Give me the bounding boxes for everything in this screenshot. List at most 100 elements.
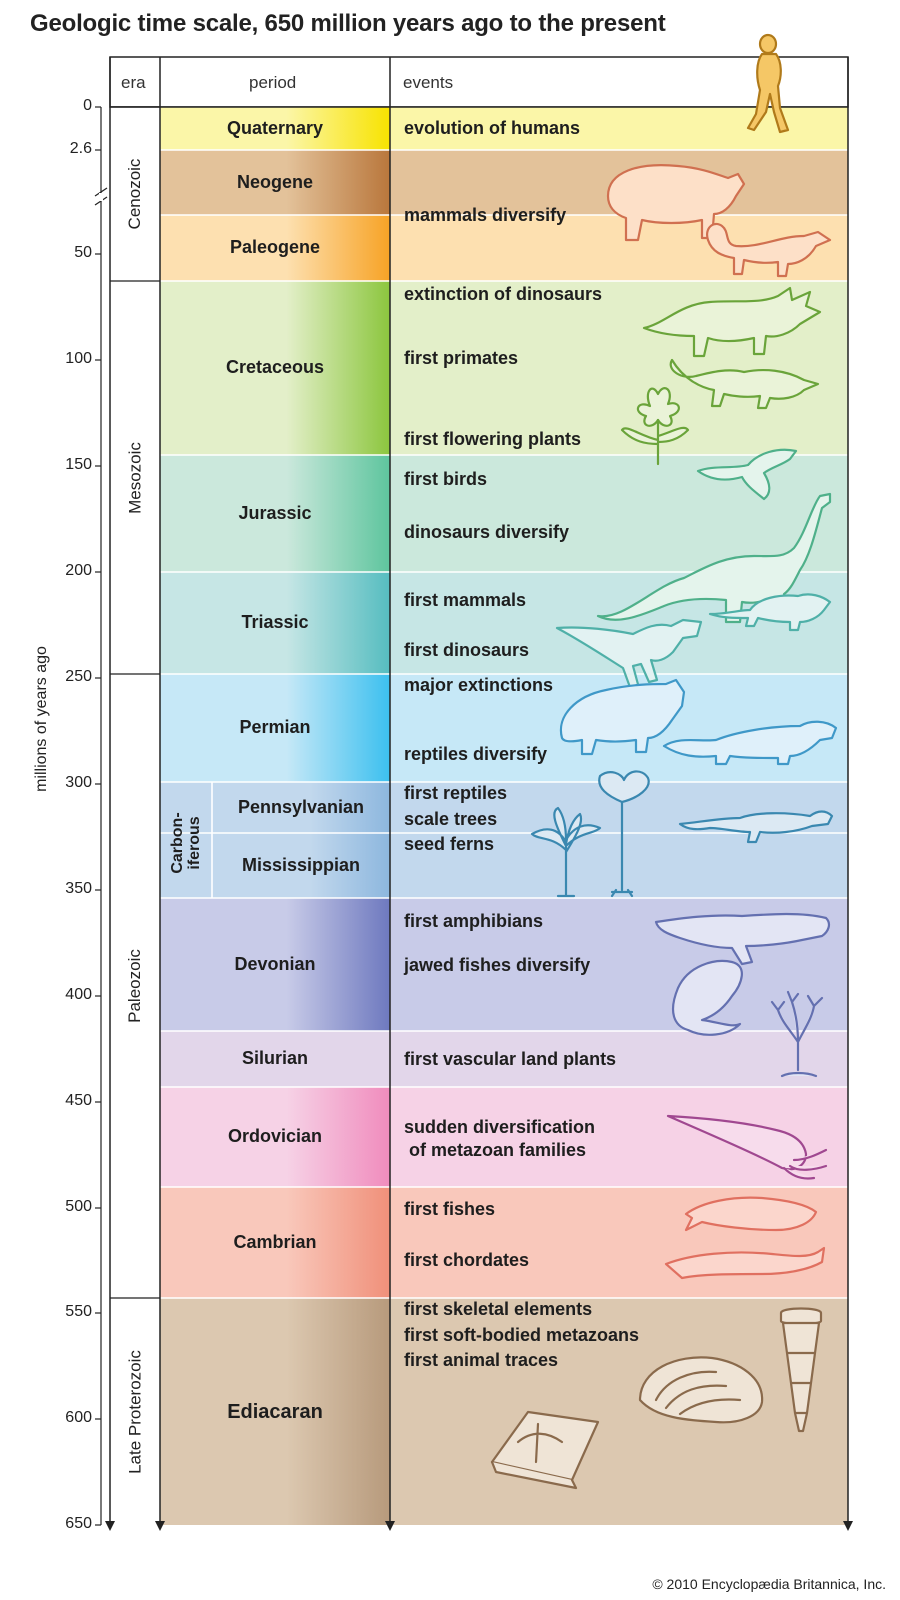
cone-shell-icon (779, 1307, 823, 1433)
grid-lines (94, 57, 853, 1531)
period-band-neogene (160, 150, 390, 215)
tick-label-2.6: 2.6 (69, 140, 92, 157)
uintatherium-icon (606, 164, 746, 242)
sauropod-icon (596, 492, 832, 624)
tick-label-350: 350 (65, 880, 92, 897)
period-band-silurian (160, 1031, 390, 1087)
period-label-triassic: Triassic (241, 612, 309, 632)
header-era: era (121, 73, 146, 92)
nautiloid-icon (666, 1114, 828, 1180)
tick-label-600: 600 (65, 1409, 92, 1426)
tick-label-500: 500 (65, 1198, 92, 1215)
period-label-devonian: Devonian (234, 953, 316, 974)
sub-era-carboniferous: Carbon- iferous (169, 812, 203, 874)
events-band-ediacaran (390, 1298, 848, 1525)
dicynodont-icon (559, 678, 686, 756)
period-band-cambrian (160, 1187, 390, 1298)
period-bands (109, 56, 849, 1525)
period-band-ediacaran (160, 1298, 390, 1525)
event-label-8: first dinosaurs (404, 640, 530, 660)
flower-icon (620, 387, 690, 466)
period-band-ordovician (160, 1087, 390, 1187)
event-label-0: evolution of humans (404, 118, 581, 138)
event-label-3: first primates (404, 348, 519, 368)
tick-label-150: 150 (65, 456, 92, 473)
era-label-3: Late Proterozoic (125, 1349, 144, 1474)
event-label-4: first flowering plants (404, 429, 582, 449)
period-label-ediacaran: Ediacaran (227, 1400, 323, 1423)
dinosaur-icon (555, 618, 703, 692)
reptile-icon (662, 720, 838, 766)
era-label-2: Paleozoic (125, 949, 144, 1023)
event-label-9: major extinctions (404, 675, 554, 695)
events-band-jurassic (390, 455, 848, 572)
event-label-18: first fishes (404, 1199, 496, 1219)
small-mammal-icon (708, 593, 832, 632)
copyright-credit: © 2010 Encyclopædia Britannica, Inc. (652, 1576, 886, 1592)
event-label-21: first soft-bodied metazoans (404, 1325, 640, 1345)
period-label-neogene: Neogene (236, 171, 314, 192)
period-label-cambrian: Cambrian (233, 1231, 317, 1252)
primate-icon (669, 358, 820, 410)
event-label-13: seed ferns (404, 834, 495, 854)
event-label-10: reptiles diversify (404, 744, 548, 764)
period-band-triassic (160, 572, 390, 674)
event-label-12: scale trees (404, 809, 498, 829)
event-label-11: first reptiles (404, 783, 508, 803)
tick-label-0: 0 (83, 97, 92, 114)
period-label-pennsylvanian: Pennsylvanian (237, 796, 365, 817)
scale-tree-icon (598, 770, 650, 898)
event-label-22: first animal traces (404, 1350, 559, 1370)
header-period: period (249, 73, 297, 92)
period-label-jurassic: Jurassic (238, 502, 312, 523)
tree-fern-icon (530, 806, 602, 898)
tick-label-100: 100 (65, 350, 92, 367)
events-band-mississippian (390, 833, 848, 898)
tick-label-400: 400 (65, 986, 92, 1003)
shell-icon (638, 1356, 764, 1424)
tick-label-300: 300 (65, 774, 92, 791)
event-label-14: first amphibians (404, 911, 544, 931)
period-band-pennsylvanian (212, 782, 390, 833)
illustrations (490, 33, 838, 1490)
period-band-devonian (160, 898, 390, 1031)
tick-label-200: 200 (65, 562, 92, 579)
period-label-ordovician: Ordovician (227, 1126, 323, 1146)
tick-label-450: 450 (65, 1092, 92, 1109)
event-label-16: first vascular land plants (404, 1049, 617, 1069)
land-plant-icon (770, 990, 824, 1078)
events-band-silurian (390, 1031, 848, 1087)
fish-icon (671, 960, 743, 1036)
period-label-silurian: Silurian (241, 1048, 308, 1068)
period-band-mississippian (212, 833, 390, 898)
mammal-lizard-icon (706, 222, 832, 278)
period-label-permian: Permian (239, 717, 311, 737)
event-label-1: mammals diversify (404, 205, 567, 225)
period-label-mississippian: Mississippian (241, 854, 361, 875)
diagram-title: Geologic time scale, 650 million years a… (30, 10, 666, 37)
chordate-icon (664, 1246, 826, 1280)
event-label-5: first birds (404, 469, 488, 489)
bird-icon (696, 448, 798, 501)
tick-label-250: 250 (65, 668, 92, 685)
era-label-1: Mesozoic (125, 441, 144, 514)
tick-label-650: 650 (65, 1515, 92, 1532)
axis-label: millions of years ago (33, 646, 50, 792)
event-label-2: extinction of dinosaurs (404, 284, 603, 304)
event-label-20: first skeletal elements (404, 1299, 593, 1319)
tick-label-550: 550 (65, 1303, 92, 1320)
period-band-paleogene (160, 215, 390, 281)
era-label-0: Cenozoic (125, 158, 144, 230)
events-band-quaternary (390, 107, 848, 150)
triceratops-icon (642, 286, 822, 358)
tick-label-50: 50 (74, 244, 92, 261)
lizard-icon (678, 810, 834, 844)
event-label-17: sudden diversification of metazoan famil… (404, 1117, 596, 1160)
period-band-cretaceous (160, 281, 390, 455)
event-label-6: dinosaurs diversify (404, 522, 570, 542)
jawless-fish-icon (684, 1196, 818, 1232)
fossil-slab-icon (490, 1410, 600, 1490)
period-label-paleogene: Paleogene (229, 237, 321, 257)
period-band-quaternary (160, 107, 390, 150)
